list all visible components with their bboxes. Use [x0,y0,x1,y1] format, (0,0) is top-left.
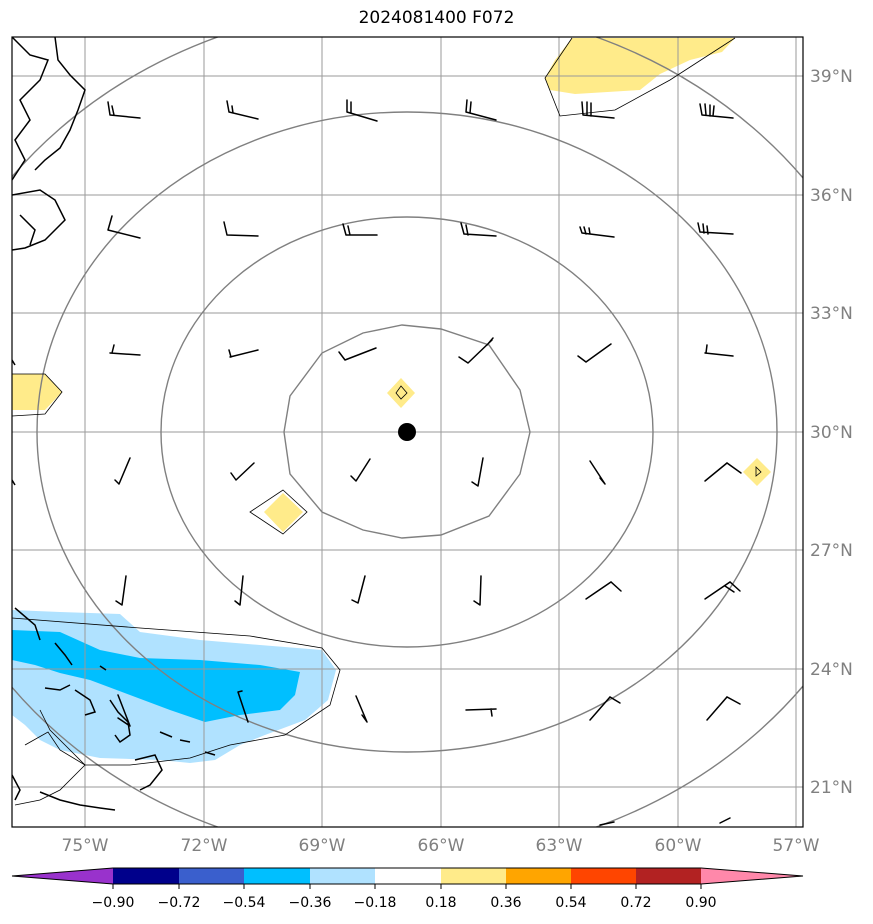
storm-center-marker [398,423,416,441]
wind-barb [223,221,259,237]
range-ring-6deg [160,216,654,648]
colorbar-extend-low [12,868,113,884]
wind-barb [458,337,494,364]
wind-barb [697,222,734,235]
wind-barb [117,694,131,727]
wind-barb [234,575,244,606]
lon-tick-label: 60°W [655,836,702,856]
wind-barb [237,690,249,723]
colorbar: −0.90 −0.72 −0.54 −0.36 −0.18 0.18 0.36 … [11,867,804,911]
colorbar-extend-high [701,868,803,884]
shading-layer [12,38,771,763]
lon-tick-labels: 75°W 72°W 69°W 66°W 63°W 60°W 57°W [62,836,820,856]
colorbar-tick-label: −0.18 [354,895,397,911]
lon-tick-label: 75°W [62,836,109,856]
wind-barb [465,99,497,121]
wind-barb [342,223,378,236]
colorbar-segment [113,868,179,884]
negative-anomaly-region [12,630,300,722]
wind-barb [473,575,482,606]
wind-barb [351,575,366,604]
lon-tick-label: 63°W [536,836,583,856]
wind-barb [230,462,255,481]
colorbar-segment [375,868,441,884]
range-ring-3deg [283,324,531,539]
lat-tick-label: 30°N [810,423,853,443]
colorbar-tick-label: 0.18 [425,895,456,911]
lat-tick-label: 39°N [810,67,853,87]
colorbar-tick-label: −0.72 [158,895,201,911]
colorbar-tick-label: 0.72 [620,895,651,911]
wind-barb [350,458,371,482]
colorbar-tick-label: −0.54 [223,895,266,911]
range-ring-9deg [36,111,778,753]
lat-tick-label: 27°N [810,541,853,561]
coastlines [12,37,216,811]
wind-barb [589,696,621,721]
colorbar-segment [636,868,701,884]
positive-anomaly-region [387,378,415,408]
lon-tick-label: 66°W [418,836,465,856]
range-rings [12,37,803,827]
wind-barb [581,101,615,119]
wind-barb [704,344,734,357]
gridlines [12,37,803,827]
wind-barb [114,457,131,485]
colorbar-tick-label: 0.36 [490,895,521,911]
colorbar-segment [179,868,244,884]
wind-barb [107,101,141,119]
colorbar-segment [310,868,375,884]
wind-barb [706,696,741,721]
wind-barb [719,817,731,824]
wind-barb [346,99,378,122]
positive-anomaly-region [743,458,771,486]
colorbar-segment [244,868,310,884]
colorbar-segment [506,868,571,884]
lat-tick-label: 24°N [810,660,853,680]
lon-tick-label: 57°W [773,836,820,856]
wind-barb [115,575,127,606]
lat-tick-label: 21°N [810,778,853,798]
lon-tick-label: 72°W [181,836,228,856]
lat-tick-label: 36°N [810,186,853,206]
wind-barb [589,460,606,485]
colorbar-tick-label: 0.54 [555,895,586,911]
wind-barb [338,347,377,361]
wind-barb [109,344,141,356]
wind-barb [226,100,259,120]
wind-barb [355,695,368,723]
wind-barb [699,103,734,119]
wind-barb [577,343,612,363]
wind-barbs [107,99,742,826]
wind-barb [465,708,497,717]
contour-lines [12,37,762,806]
positive-anomaly-region [12,374,62,410]
wind-barb [585,581,622,600]
wind-barb [704,462,742,482]
wind-barb [460,222,497,237]
wind-barb [471,457,484,487]
colorbar-tick-label: −0.36 [289,895,332,911]
wind-barb [228,349,259,358]
positive-anomaly-region [264,493,303,532]
colorbar-tick-label: −0.90 [92,895,135,911]
lat-tick-label: 33°N [810,304,853,324]
colorbar-segment [441,868,506,884]
map-title: 2024081400 F072 [358,8,515,28]
lat-tick-labels: 39°N 36°N 33°N 30°N 27°N 24°N 21°N [810,67,853,798]
wind-barb [599,821,615,826]
positive-anomaly-region [545,38,735,94]
wind-barb [704,581,741,600]
wind-barb [579,226,615,238]
wind-barb [107,215,141,239]
colorbar-segment [571,868,636,884]
lon-tick-label: 69°W [299,836,346,856]
plot-frame [11,36,804,828]
colorbar-tick-label: 0.90 [685,895,716,911]
